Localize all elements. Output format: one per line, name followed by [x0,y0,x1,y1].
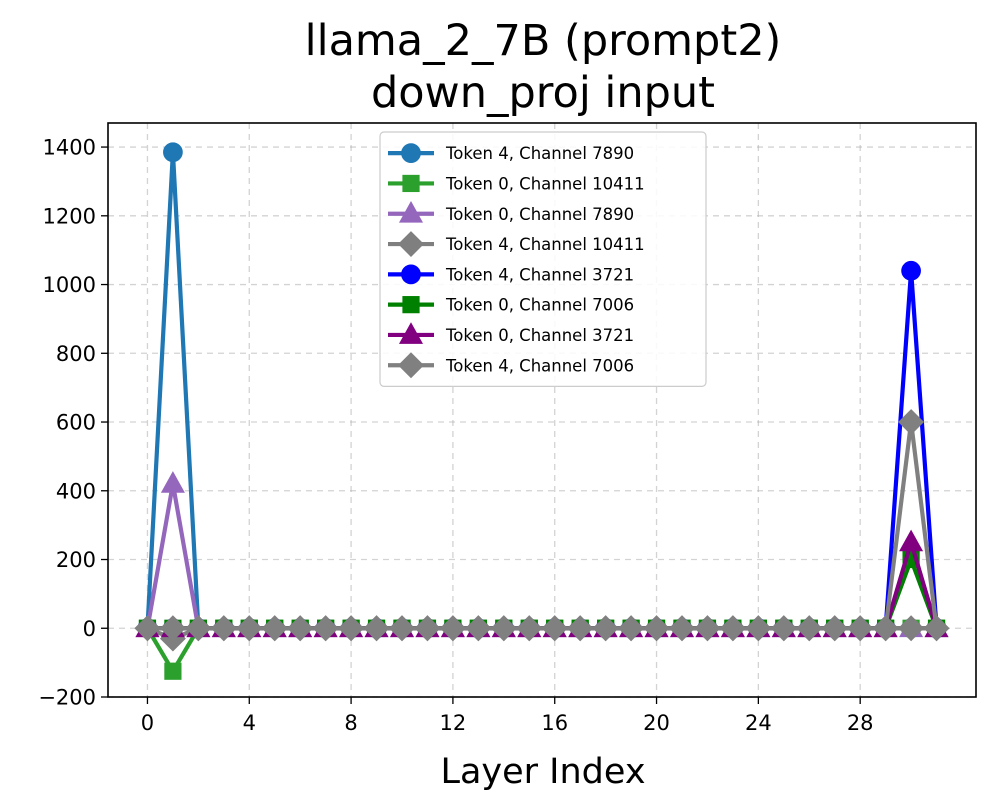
legend-marker [402,296,420,314]
series-line [145,481,937,631]
legend-marker [402,174,420,193]
legend-box [379,131,707,387]
y-tick-label: 1400 [43,136,96,160]
series-6 [138,550,946,637]
data-point [770,615,797,642]
data-point [210,615,237,642]
y-tick-label: 1000 [43,273,96,297]
legend-marker [398,322,424,344]
data-point [490,615,517,642]
data-point [185,615,212,642]
legend-marker [398,231,424,257]
data-point [847,615,874,642]
data-point [164,662,182,680]
chart-title: llama_2_7B (prompt2) down_proj input [305,16,782,118]
legend-marker [398,352,424,379]
data-point [312,615,339,642]
chart-title-line-2: down_proj input [371,68,715,118]
data-point [872,615,899,642]
data-point [643,615,670,642]
x-tick-label: 12 [440,711,467,735]
series-line [147,419,939,631]
data-point [236,615,263,642]
legend-entry-3: Token 0, Channel 7890 [388,201,634,224]
series-3 [135,471,949,638]
data-point [899,529,924,552]
data-point [592,615,619,642]
legend: Token 4, Channel 7890 Token 0, Channel 10… [379,131,707,387]
data-point [465,615,492,642]
data-point [821,615,848,642]
legend-label: Token 4, Channel 7006 [445,356,634,375]
data-point [745,615,772,642]
data-point [414,615,441,642]
legend-marker [401,264,421,285]
x-axis-ticks: 0 4 8 12 16 20 24 28 [141,697,874,735]
data-point [898,409,925,435]
y-tick-label: 400 [56,479,96,503]
x-tick-label: 24 [745,711,772,735]
series-line [147,557,939,631]
x-tick-label: 20 [643,711,670,735]
data-point [796,615,823,642]
legend-marker [398,201,424,223]
data-point [439,615,466,642]
x-tick-label: 16 [541,711,568,735]
x-axis-label: Layer Index [440,752,645,792]
data-point [901,260,921,281]
chart-title-line-1: llama_2_7B (prompt2) [305,16,782,66]
series-8 [134,409,950,642]
data-point [261,615,288,642]
legend-label: Token 0, Channel 7006 [445,296,634,315]
legend-label: Token 0, Channel 7890 [445,205,634,224]
data-point [159,615,186,642]
legend-entry-6: Token 0, Channel 7006 [388,296,634,315]
plot-frame [107,122,977,698]
series-layer [134,142,950,680]
legend-marker [401,143,421,164]
x-tick-label: 8 [344,711,357,735]
data-point [898,615,925,642]
data-point [923,615,950,642]
legend-entry-5: Token 4, Channel 3721 [388,264,634,285]
y-tick-label: 200 [56,548,96,572]
series-7 [135,529,949,638]
y-tick-label: 0 [83,617,96,641]
legend-entry-2: Token 0, Channel 10411 [388,174,645,193]
y-axis-ticks: −200 0 200 400 600 800 1000 1200 1400 [38,136,108,710]
legend-label: Token 4, Channel 10411 [445,235,645,254]
y-tick-label: 1200 [43,204,96,228]
legend-entry-7: Token 0, Channel 3721 [388,322,634,345]
data-point [163,142,183,163]
data-point [160,471,185,493]
legend-label: Token 0, Channel 10411 [445,174,645,193]
legend-label: Token 0, Channel 3721 [445,326,634,345]
y-tick-label: −200 [38,686,96,710]
data-point [287,615,314,642]
x-tick-label: 0 [141,711,154,735]
data-point [618,615,645,642]
legend-label: Token 4, Channel 3721 [445,265,634,284]
series-line [147,540,939,631]
legend-entry-4: Token 4, Channel 10411 [388,231,645,257]
data-point [694,615,721,642]
data-point [567,615,594,642]
y-tick-label: 600 [56,411,96,435]
y-tick-label: 800 [56,342,96,366]
legend-entry-8: Token 4, Channel 7006 [388,352,634,379]
data-point [719,615,746,642]
data-point [669,615,695,642]
data-point [389,615,415,642]
data-point [134,615,161,642]
legend-entry-1: Token 4, Channel 7890 [388,143,634,164]
x-tick-label: 28 [847,711,874,735]
data-point [516,615,543,642]
x-tick-label: 4 [243,711,256,735]
data-point [338,615,365,642]
data-point [363,615,390,642]
legend-label: Token 4, Channel 7890 [445,144,634,163]
data-point [541,615,568,642]
